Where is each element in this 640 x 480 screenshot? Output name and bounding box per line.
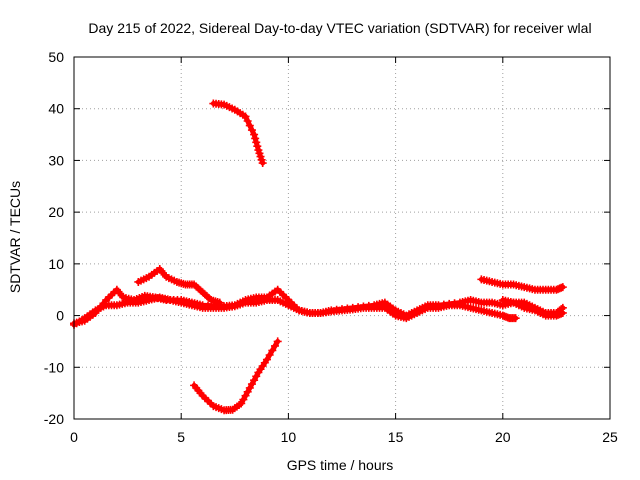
- data-point: [250, 130, 259, 139]
- data-point: [558, 308, 567, 317]
- plot-frame: [73, 56, 611, 420]
- series-trace: [191, 338, 281, 413]
- data-point: [511, 314, 520, 323]
- ticks: 0 5 10 15 20 25 -20 -10 0 10 20 30 40 50: [44, 49, 618, 445]
- x-tick-label: 0: [70, 429, 78, 445]
- y-tick-label: 0: [56, 308, 64, 324]
- data-point: [558, 283, 567, 292]
- data-point: [273, 337, 282, 346]
- data-point: [243, 116, 252, 125]
- y-tick-label: 20: [48, 204, 64, 220]
- y-tick-label: 30: [48, 152, 64, 168]
- series-arc-hump: [134, 265, 224, 307]
- data-point: [268, 346, 277, 355]
- data-point: [251, 134, 260, 143]
- x-tick-label: 20: [495, 429, 511, 445]
- y-tick-label: -10: [44, 359, 64, 375]
- series-band-upper: [70, 285, 567, 328]
- y-tick-label: 50: [48, 49, 64, 65]
- data-point: [258, 159, 267, 168]
- series-arc-late-upper: [477, 275, 567, 294]
- data-point: [247, 126, 256, 135]
- x-tick-label: 5: [177, 429, 185, 445]
- x-tick-label: 25: [602, 429, 618, 445]
- series-arc-upper-left: [209, 99, 267, 168]
- data-point: [262, 355, 271, 364]
- grid: [74, 57, 610, 419]
- x-tick-label: 10: [281, 429, 297, 445]
- data-point: [271, 341, 279, 350]
- y-axis-title: SDTVAR / TECUs: [7, 181, 23, 293]
- y-tick-label: -20: [44, 411, 64, 427]
- data-point: [245, 121, 254, 130]
- series-arc-late-lower: [498, 296, 567, 320]
- data-point: [252, 138, 261, 147]
- y-tick-label: 40: [48, 101, 64, 117]
- x-tick-label: 15: [388, 429, 404, 445]
- series-group: [70, 99, 567, 415]
- y-tick-label: 10: [48, 256, 64, 272]
- chart-title: Day 215 of 2022, Sidereal Day-to-day VTE…: [88, 20, 591, 36]
- x-axis-title: GPS time / hours: [287, 457, 394, 473]
- data-point: [241, 112, 250, 121]
- data-point: [253, 142, 262, 151]
- data-point: [265, 351, 274, 360]
- series-arc-lower-v: [190, 337, 282, 415]
